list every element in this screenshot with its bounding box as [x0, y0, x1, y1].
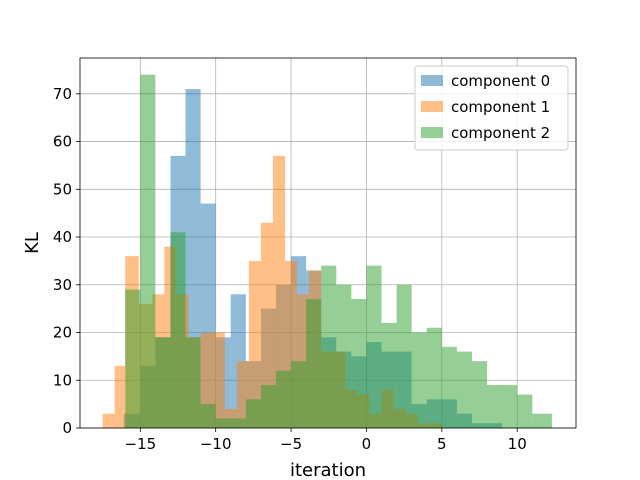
histogram-bar — [260, 385, 276, 428]
histogram-bar — [245, 399, 261, 428]
histogram-bar — [336, 284, 352, 428]
x-tick-label: −15 — [124, 435, 156, 453]
histogram-bar — [275, 370, 292, 428]
histogram-bar — [215, 418, 231, 428]
histogram-bar — [230, 418, 246, 428]
histogram-bar — [396, 284, 412, 428]
histogram-bar — [200, 404, 216, 428]
histogram-bar — [248, 260, 261, 428]
y-tick-label: 60 — [53, 133, 72, 151]
x-axis-label: iteration — [290, 460, 366, 480]
x-tick-label: −10 — [200, 435, 232, 453]
histogram-bar — [517, 394, 533, 428]
x-tick-label: 0 — [362, 435, 372, 453]
axis-ticks: −15 −10 −5 0 5 10 0 10 20 30 40 50 60 70 — [53, 85, 527, 453]
plot-frame — [79, 57, 577, 429]
histogram-bar — [306, 299, 322, 428]
legend-label: component 2 — [451, 124, 550, 142]
histogram-bar — [321, 265, 337, 428]
series-component-2 — [125, 74, 552, 428]
legend-label: component 0 — [451, 72, 550, 90]
histogram-bar — [260, 222, 273, 428]
histogram-bar — [114, 365, 126, 428]
histogram-bar — [366, 265, 382, 428]
y-tick-label: 70 — [53, 85, 72, 103]
histogram-bar — [532, 413, 552, 428]
histogram-bar — [411, 332, 427, 428]
y-tick-label: 10 — [53, 371, 72, 389]
histogram-bar — [426, 327, 442, 428]
legend-label: component 1 — [451, 98, 550, 116]
x-tick-label: 10 — [508, 435, 527, 453]
histogram-bar — [381, 322, 397, 428]
legend-swatch — [421, 101, 443, 112]
y-tick-label: 0 — [62, 419, 72, 437]
histogram-bar — [291, 361, 307, 428]
y-tick-label: 30 — [53, 276, 72, 294]
x-tick-label: 5 — [437, 435, 447, 453]
histogram-bar — [272, 155, 286, 428]
histogram-bar — [140, 74, 156, 428]
histogram-bar — [441, 346, 457, 428]
histogram-bar — [102, 413, 115, 428]
histogram-bar — [456, 351, 472, 428]
histogram-bar — [125, 289, 141, 428]
legend-box — [414, 65, 569, 151]
histogram-bar — [155, 337, 171, 428]
y-axis-label: KL — [22, 232, 43, 254]
y-tick-label: 50 — [53, 180, 72, 198]
histogram-bar — [471, 361, 488, 428]
legend-swatch — [421, 75, 443, 86]
histogram-bar — [487, 385, 503, 428]
histogram-bar — [185, 337, 201, 428]
histogram-bar — [502, 385, 518, 428]
histogram-bar — [170, 232, 186, 428]
y-tick-label: 20 — [53, 324, 72, 342]
y-tick-label: 40 — [53, 228, 72, 246]
x-tick-label: −5 — [280, 435, 302, 453]
histogram-bars — [102, 74, 552, 428]
legend-swatch — [421, 127, 443, 138]
legend: component 0 component 1 component 2 — [414, 65, 569, 151]
histogram-bar — [351, 299, 367, 428]
